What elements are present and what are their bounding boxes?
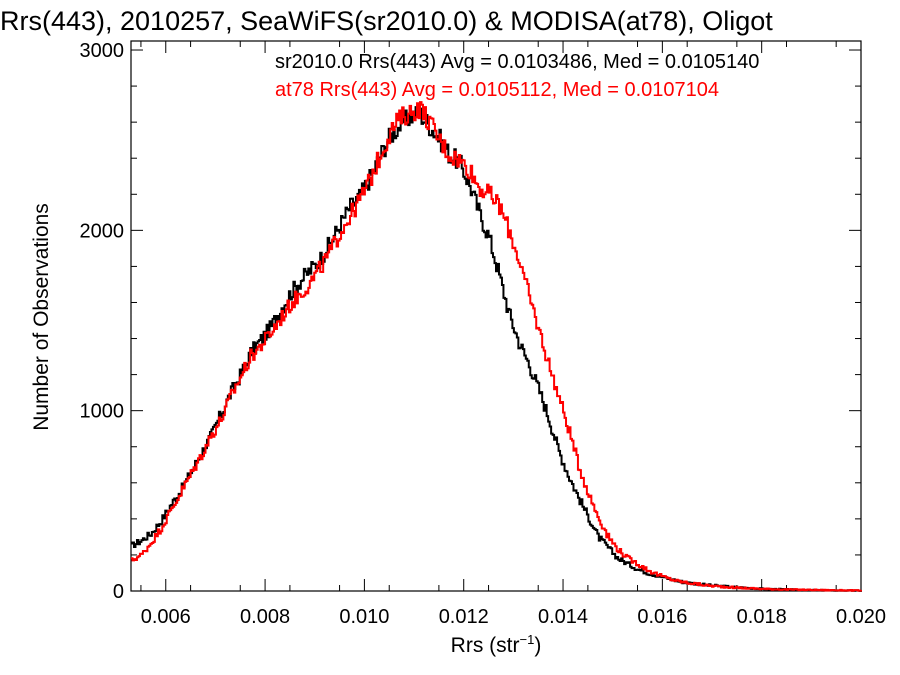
series-line-sr20100 [131, 106, 862, 592]
y-tick-label: 2000 [80, 220, 125, 242]
x-tick-label: 0.012 [439, 606, 489, 628]
series-group [131, 101, 862, 592]
annotation-at78: at78 Rrs(443) Avg = 0.0105112, Med = 0.0… [275, 79, 719, 101]
y-tick-label: 3000 [80, 40, 125, 62]
y-axis-ticks: 0 1000 2000 3000 [80, 40, 861, 603]
x-tick-label: 0.010 [339, 606, 389, 628]
series-line-at78 [131, 101, 862, 592]
annotation-sr2010: sr2010.0 Rrs(443) Avg = 0.0103486, Med =… [275, 51, 759, 73]
x-tick-label: 0.016 [637, 606, 687, 628]
x-axis-label-main: Rrs (str [451, 634, 520, 657]
x-tick-label: 0.008 [240, 606, 290, 628]
x-axis-label: Rrs (str−1) [451, 632, 542, 657]
plot-area-border [130, 40, 862, 592]
x-tick-label: 0.020 [836, 606, 886, 628]
y-tick-label: 1000 [80, 401, 125, 423]
x-axis-label-sup: −1 [520, 632, 535, 647]
plot-frame [130, 40, 862, 592]
x-tick-label: 0.014 [538, 606, 588, 628]
x-tick-label: 0.018 [737, 606, 787, 628]
x-axis-ticks: 0.006 0.008 0.010 0.012 0.014 0.016 0.018 0.020 [140, 41, 886, 628]
y-tick-label: 0 [113, 581, 124, 603]
y-axis-label: Number of Observations [30, 203, 53, 431]
x-tick-label: 0.006 [141, 606, 191, 628]
chart-title: Rrs(443), 2010257, SeaWiFS(sr2010.0) & M… [0, 6, 773, 36]
x-axis-label-close: ) [534, 634, 541, 657]
